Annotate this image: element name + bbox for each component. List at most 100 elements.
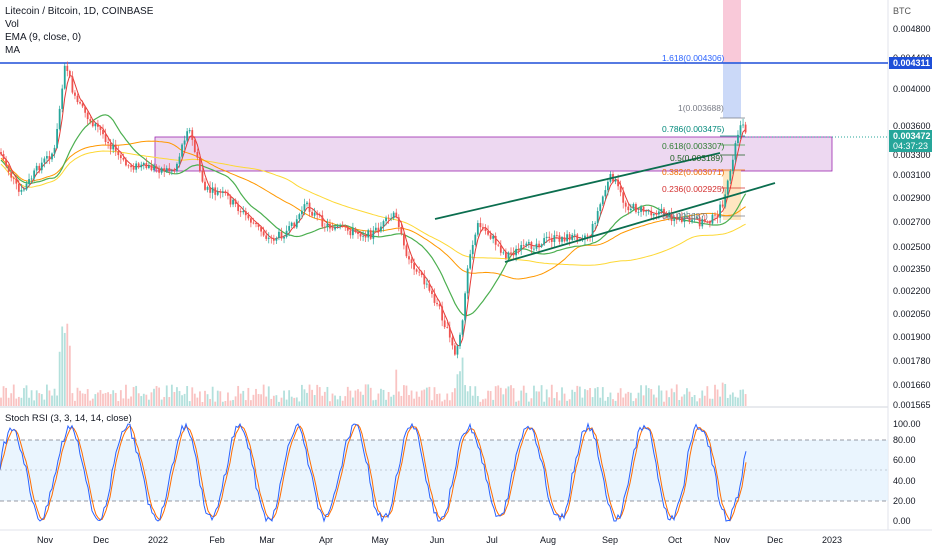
- candle-body: [413, 263, 415, 270]
- volume-bar: [334, 395, 336, 406]
- volume-bar: [219, 391, 222, 406]
- candle-body: [178, 156, 181, 164]
- price-tick-label: 0.002900: [893, 193, 931, 203]
- channel-lower-line[interactable]: [504, 182, 776, 263]
- volume-bar: [122, 398, 125, 406]
- volume-bar: [377, 393, 380, 406]
- volume-bar: [505, 388, 507, 406]
- volume-bar: [693, 395, 696, 406]
- candle-body: [382, 221, 385, 227]
- channel-upper-line[interactable]: [434, 152, 721, 220]
- volume-bar: [109, 394, 112, 406]
- candle-body: [461, 320, 464, 335]
- candle-body: [239, 211, 242, 213]
- candle-body: [512, 252, 515, 256]
- volume-bar: [385, 399, 387, 406]
- volume-bar: [405, 385, 408, 406]
- volume-bar: [451, 392, 454, 406]
- candle-body: [107, 141, 109, 144]
- candle-body: [719, 204, 721, 218]
- countdown-text: 04:37:23: [893, 141, 928, 151]
- time-tick-label: Feb: [209, 535, 225, 545]
- volume-bar: [413, 398, 415, 406]
- candle-body: [451, 337, 454, 346]
- candle-body: [283, 237, 285, 239]
- candle-body: [278, 231, 280, 238]
- candle-body: [441, 306, 444, 321]
- candle-body: [617, 179, 619, 187]
- candle-body: [459, 334, 461, 347]
- candle-body: [566, 234, 568, 242]
- candle-body: [635, 203, 637, 213]
- fib-extension-red: [723, 0, 741, 62]
- volume-bar: [7, 397, 10, 406]
- rsi-tick-label: 20.00: [893, 496, 916, 506]
- candle-body: [619, 186, 622, 193]
- candle-body: [46, 156, 48, 159]
- candle-body: [183, 140, 186, 145]
- volume-bar: [372, 400, 375, 406]
- volume-bar: [629, 392, 632, 406]
- volume-bar: [614, 400, 617, 406]
- candle-body: [476, 223, 479, 235]
- volume-bar: [211, 386, 214, 406]
- volume-bar: [176, 387, 178, 406]
- candle-body: [170, 170, 173, 172]
- resistance-zone[interactable]: [154, 136, 833, 172]
- candle-body: [502, 252, 505, 254]
- candle-body: [214, 187, 217, 195]
- candle-body: [563, 237, 566, 242]
- candle-body: [640, 206, 642, 212]
- rsi-tick-label: 60.00: [893, 455, 916, 465]
- candle-body: [448, 327, 451, 338]
- candle-body: [33, 170, 36, 179]
- volume-bar: [28, 397, 30, 406]
- time-tick-label: Oct: [668, 535, 683, 545]
- candle-body: [61, 88, 64, 109]
- volume-bar: [637, 392, 640, 406]
- price-tick-label: 0.002350: [893, 264, 931, 274]
- volume-bar: [364, 384, 367, 406]
- fib-label-1: 1(0.003688): [678, 103, 724, 113]
- candle-body: [604, 190, 607, 197]
- candle-body: [311, 211, 313, 216]
- candle-body: [594, 223, 597, 225]
- volume-bar: [239, 393, 242, 406]
- volume-bar: [346, 386, 349, 406]
- volume-bar: [206, 394, 209, 406]
- volume-bar: [10, 393, 13, 406]
- volume-bar: [250, 400, 252, 406]
- candle-body: [716, 215, 719, 218]
- volume-bar: [12, 384, 15, 406]
- candle-body: [2, 154, 5, 160]
- candle-body: [601, 196, 604, 205]
- volume-bar: [178, 391, 181, 406]
- candle-body: [181, 144, 183, 157]
- candle-body: [173, 170, 176, 172]
- volume-bar: [589, 388, 591, 406]
- candle-body: [341, 225, 344, 227]
- volume-bar: [130, 396, 132, 406]
- volume-bar: [165, 385, 168, 406]
- volume-bar: [188, 401, 191, 406]
- volume-bar: [538, 391, 540, 406]
- volume-bar: [66, 323, 69, 406]
- volume-bar: [86, 389, 89, 406]
- volume-bar: [716, 389, 719, 406]
- volume-bar: [640, 385, 642, 406]
- volume-bar: [459, 371, 461, 406]
- candle-body: [433, 294, 436, 303]
- candle-body: [267, 237, 270, 239]
- volume-bar: [650, 389, 653, 406]
- candle-body: [71, 76, 74, 93]
- volume-bar: [576, 385, 579, 406]
- candle-body: [66, 65, 69, 71]
- volume-bar: [117, 401, 120, 406]
- candle-body: [148, 165, 150, 169]
- volume-bar: [645, 385, 648, 406]
- candle-body: [556, 235, 558, 236]
- volume-bar: [561, 387, 563, 406]
- volume-bar: [104, 393, 107, 406]
- volume-bar: [395, 369, 398, 406]
